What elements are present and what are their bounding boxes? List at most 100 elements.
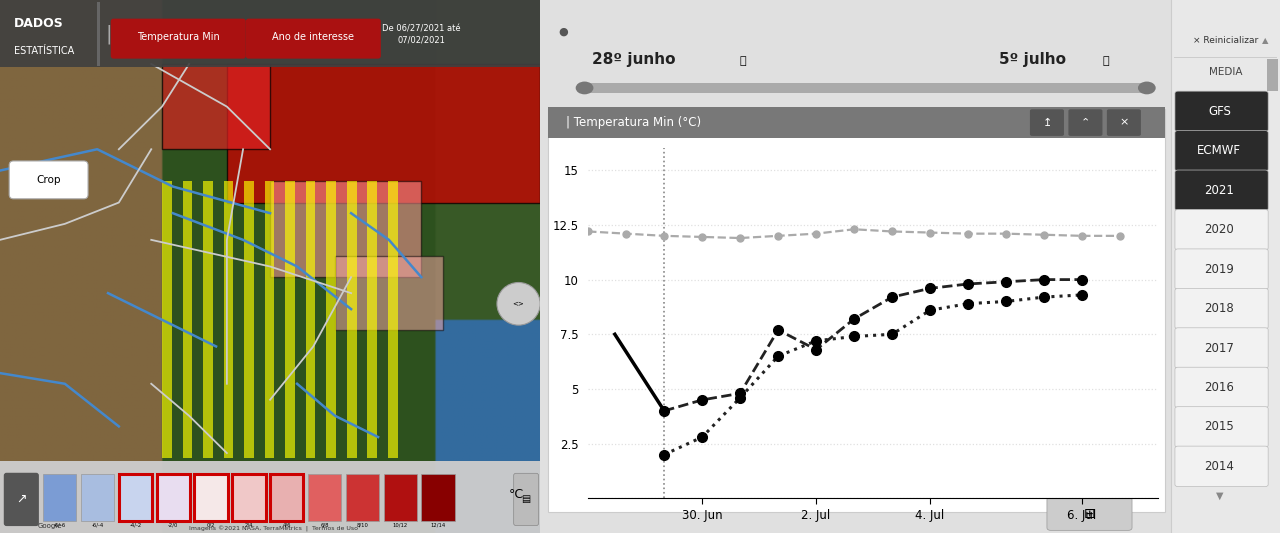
FancyBboxPatch shape bbox=[1025, 173, 1135, 205]
Bar bbox=[306, 181, 315, 458]
FancyBboxPatch shape bbox=[1175, 446, 1268, 487]
Text: × Reinicializar: × Reinicializar bbox=[1193, 36, 1258, 45]
Text: ▤: ▤ bbox=[521, 495, 531, 504]
Text: 2020: 2020 bbox=[1204, 223, 1234, 236]
Text: -6/-6: -6/-6 bbox=[54, 522, 67, 527]
FancyBboxPatch shape bbox=[1107, 109, 1140, 136]
Text: Ano de interesse: Ano de interesse bbox=[273, 33, 355, 42]
Text: 5º julho: 5º julho bbox=[998, 52, 1066, 67]
Text: MEDIA: MEDIA bbox=[1208, 67, 1242, 77]
Bar bbox=[285, 181, 294, 458]
FancyBboxPatch shape bbox=[163, 64, 270, 149]
FancyBboxPatch shape bbox=[1047, 497, 1132, 530]
Text: 📅: 📅 bbox=[1102, 56, 1108, 66]
Bar bbox=[265, 181, 274, 458]
Circle shape bbox=[576, 82, 594, 94]
Text: GFS: GFS bbox=[1208, 105, 1231, 118]
FancyBboxPatch shape bbox=[81, 474, 114, 521]
Text: 2/4: 2/4 bbox=[244, 522, 253, 527]
Text: ▲: ▲ bbox=[1262, 36, 1268, 45]
Text: Imagens ©2021 NASA, TerraMetrics  |  Termos de Uso: Imagens ©2021 NASA, TerraMetrics | Termo… bbox=[189, 526, 358, 532]
Text: ECMWF: ECMWF bbox=[1197, 144, 1242, 157]
FancyBboxPatch shape bbox=[1175, 328, 1268, 368]
Bar bbox=[548, 107, 1165, 138]
Bar bbox=[585, 83, 1147, 93]
Bar bbox=[1267, 59, 1277, 91]
FancyBboxPatch shape bbox=[384, 474, 417, 521]
FancyBboxPatch shape bbox=[1175, 170, 1268, 211]
Text: °C: °C bbox=[508, 488, 524, 502]
Bar bbox=[244, 181, 253, 458]
FancyBboxPatch shape bbox=[111, 19, 246, 59]
FancyBboxPatch shape bbox=[513, 473, 539, 526]
Text: Google: Google bbox=[38, 523, 63, 529]
Text: 2014: 2014 bbox=[1204, 460, 1234, 473]
Text: -4/-2: -4/-2 bbox=[129, 522, 142, 527]
Text: 2019: 2019 bbox=[1204, 263, 1234, 276]
Text: ×: × bbox=[1119, 118, 1129, 127]
Text: ●: ● bbox=[558, 27, 568, 37]
FancyBboxPatch shape bbox=[1175, 249, 1268, 289]
Text: Reset: Reset bbox=[1064, 183, 1097, 196]
FancyBboxPatch shape bbox=[270, 474, 303, 521]
FancyBboxPatch shape bbox=[44, 474, 77, 521]
FancyBboxPatch shape bbox=[1175, 407, 1268, 447]
FancyBboxPatch shape bbox=[9, 161, 88, 199]
Bar bbox=[326, 181, 335, 458]
Bar bbox=[183, 181, 192, 458]
Bar bbox=[548, 109, 1165, 512]
Text: 12/14: 12/14 bbox=[430, 522, 445, 527]
FancyBboxPatch shape bbox=[1069, 109, 1102, 136]
FancyBboxPatch shape bbox=[270, 181, 421, 277]
FancyBboxPatch shape bbox=[421, 474, 454, 521]
Text: 📅: 📅 bbox=[740, 56, 746, 66]
Bar bbox=[367, 181, 378, 458]
FancyBboxPatch shape bbox=[227, 64, 540, 203]
Text: | Temperatura Min (°C): | Temperatura Min (°C) bbox=[566, 116, 701, 129]
Text: 0/2: 0/2 bbox=[207, 522, 215, 527]
Text: <>: <> bbox=[513, 301, 525, 307]
FancyBboxPatch shape bbox=[119, 474, 152, 521]
Bar bbox=[1170, 0, 1280, 533]
Text: -6/-4: -6/-4 bbox=[92, 522, 104, 527]
FancyBboxPatch shape bbox=[308, 474, 342, 521]
Circle shape bbox=[1138, 82, 1156, 94]
Text: -2/0: -2/0 bbox=[168, 522, 178, 527]
Text: 2018: 2018 bbox=[1204, 302, 1234, 315]
Bar bbox=[163, 181, 172, 458]
Text: ▼: ▼ bbox=[1216, 490, 1224, 500]
Text: DADOS: DADOS bbox=[14, 18, 63, 30]
Circle shape bbox=[497, 282, 540, 325]
Text: 2021: 2021 bbox=[1204, 184, 1234, 197]
Bar bbox=[0, 461, 540, 533]
Text: 2015: 2015 bbox=[1204, 421, 1234, 433]
FancyBboxPatch shape bbox=[1175, 131, 1268, 171]
Text: ↥: ↥ bbox=[1042, 118, 1052, 127]
Text: Temperatura Min: Temperatura Min bbox=[137, 33, 220, 42]
Text: 2016: 2016 bbox=[1204, 381, 1234, 394]
Bar bbox=[0, 0, 540, 67]
FancyBboxPatch shape bbox=[156, 474, 189, 521]
FancyBboxPatch shape bbox=[232, 474, 265, 521]
Bar bbox=[388, 181, 398, 458]
FancyBboxPatch shape bbox=[1175, 288, 1268, 329]
Text: De 06/27/2021 até
07/02/2021: De 06/27/2021 até 07/02/2021 bbox=[381, 25, 461, 44]
Text: 6/8: 6/8 bbox=[320, 522, 329, 527]
Text: 10/12: 10/12 bbox=[393, 522, 408, 527]
FancyBboxPatch shape bbox=[246, 19, 381, 59]
Text: ⊞: ⊞ bbox=[1083, 507, 1094, 521]
FancyBboxPatch shape bbox=[195, 474, 228, 521]
Bar bbox=[97, 2, 100, 66]
Text: 28º junho: 28º junho bbox=[591, 52, 676, 67]
Text: 2017: 2017 bbox=[1204, 342, 1234, 354]
FancyBboxPatch shape bbox=[1175, 367, 1268, 408]
Bar bbox=[224, 181, 233, 458]
Text: Crop: Crop bbox=[36, 175, 61, 184]
FancyBboxPatch shape bbox=[4, 473, 38, 526]
Text: 4/6: 4/6 bbox=[283, 522, 291, 527]
FancyBboxPatch shape bbox=[346, 474, 379, 521]
FancyBboxPatch shape bbox=[1030, 109, 1064, 136]
FancyBboxPatch shape bbox=[1175, 91, 1268, 132]
Text: |: | bbox=[105, 25, 111, 44]
Text: ESTATÍSTICA: ESTATÍSTICA bbox=[14, 46, 74, 55]
